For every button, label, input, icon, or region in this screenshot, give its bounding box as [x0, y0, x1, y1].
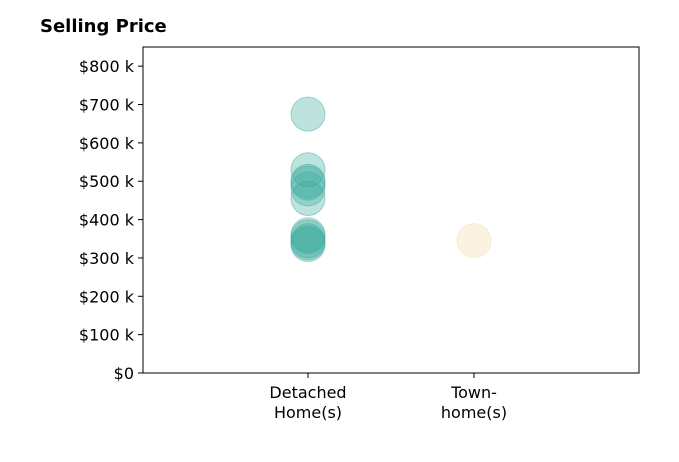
y-tick-label: $600 k: [79, 134, 135, 153]
x-tick-label: Town-home(s): [441, 383, 507, 422]
y-tick-label: $500 k: [79, 172, 135, 191]
y-tick-label: $0: [114, 364, 134, 383]
y-tick-label: $800 k: [79, 57, 135, 76]
data-point: [290, 96, 326, 132]
data-point: [290, 163, 326, 199]
y-tick-label: $400 k: [79, 211, 135, 230]
y-tick-label: $300 k: [79, 249, 135, 268]
data-point: [290, 223, 326, 259]
data-point: [290, 227, 326, 263]
plot-area: [142, 46, 640, 374]
y-tick-label: $100 k: [79, 326, 135, 345]
chart-title: Selling Price: [40, 16, 167, 37]
data-point: [456, 223, 492, 259]
data-point: [290, 217, 326, 253]
x-tick-label: Detached Home(s): [269, 383, 346, 422]
data-point: [290, 152, 326, 188]
data-point: [290, 171, 326, 207]
data-point: [290, 180, 326, 216]
data-point: [290, 225, 326, 261]
data-point: [290, 219, 326, 255]
y-tick-label: $700 k: [79, 96, 135, 115]
y-tick-label: $200 k: [79, 287, 135, 306]
data-point: [290, 165, 326, 201]
